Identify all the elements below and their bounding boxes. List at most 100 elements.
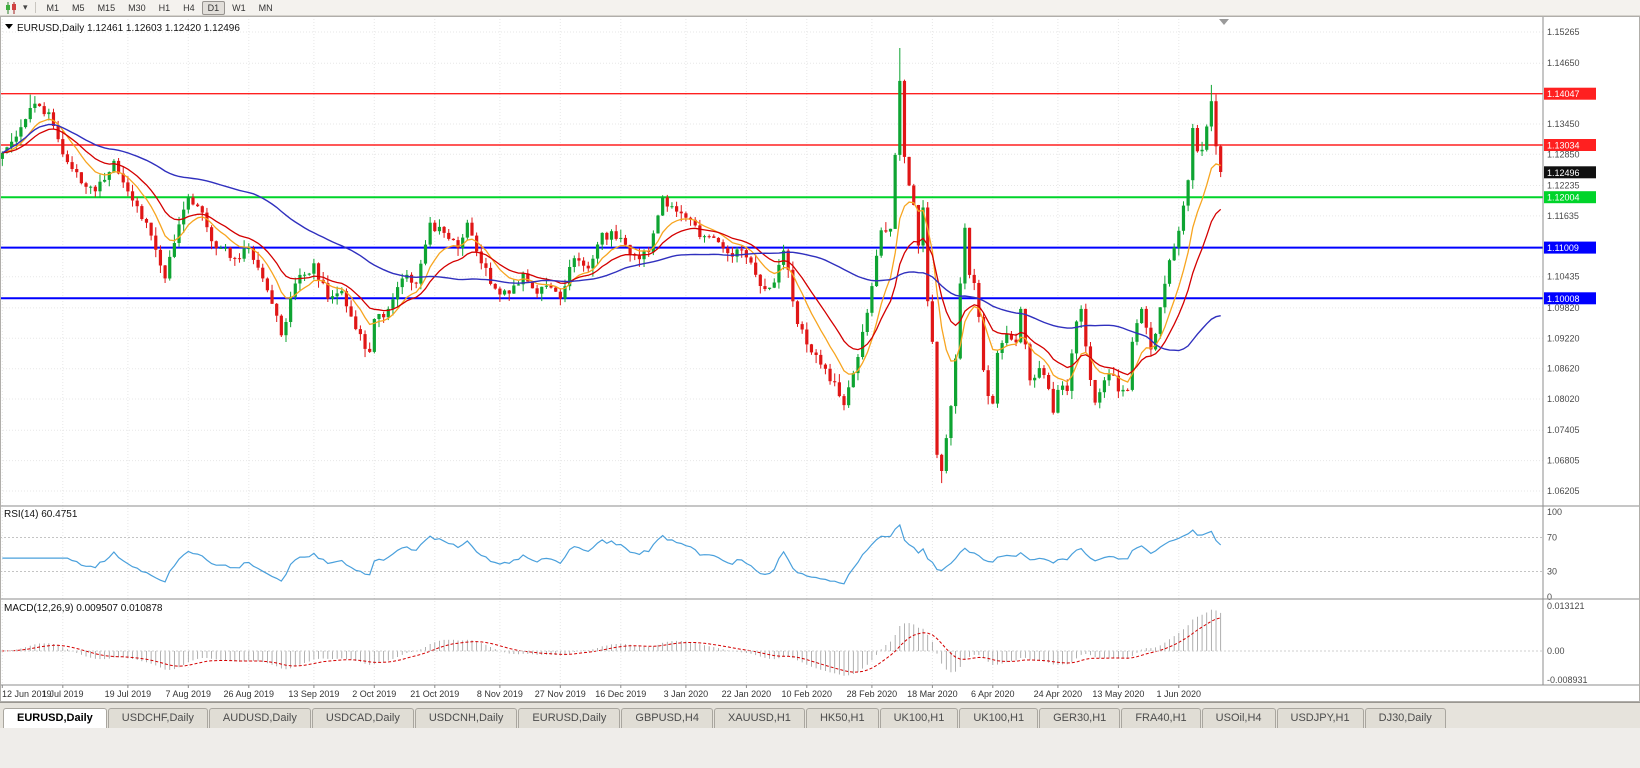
candle-body (507, 290, 511, 294)
chart-tab-0[interactable]: EURUSD,Daily (3, 708, 107, 728)
date-label: 1 Jun 2020 (1157, 689, 1202, 699)
candle-body (307, 273, 311, 275)
chevron-down-icon[interactable]: ▾ (23, 2, 28, 12)
candle-body (335, 293, 339, 297)
candle-body (298, 274, 302, 284)
rsi-axis-label: 30 (1547, 567, 1557, 577)
rsi-axis-label: 70 (1547, 533, 1557, 543)
date-label: 12 Jun 2019 (2, 689, 52, 699)
timeframe-button-h1[interactable]: H1 (158, 2, 171, 13)
candle-body (707, 236, 711, 238)
candle-body (275, 303, 279, 316)
chart-tab-15[interactable]: DJ30,Daily (1364, 708, 1446, 728)
timeframe-button-m5[interactable]: M5 (72, 2, 85, 13)
candle-body (42, 106, 46, 115)
candle-body (609, 231, 614, 240)
candle-body (1149, 327, 1153, 350)
chart-tab-1[interactable]: USDCHF,Daily (107, 708, 208, 728)
chart-tab-11[interactable]: GER30,H1 (1039, 708, 1121, 728)
candle-body (1056, 389, 1060, 413)
candle-body (1140, 308, 1144, 324)
candle-body (870, 286, 874, 313)
candle-body (879, 230, 883, 256)
date-label: 7 Aug 2019 (166, 689, 212, 699)
candle-body (572, 258, 576, 267)
candle-body (758, 274, 762, 286)
timeframe-button-mn[interactable]: MN (258, 2, 273, 13)
candle-body (702, 236, 707, 238)
candle-body (805, 329, 809, 345)
svg-text:1.14047: 1.14047 (1547, 89, 1580, 99)
timeframe-button-m30[interactable]: M30 (128, 2, 146, 13)
price-axis-label: 1.12235 (1547, 181, 1580, 191)
candle-body (414, 282, 418, 284)
candle-body (1084, 308, 1088, 347)
candle-body (1219, 146, 1223, 172)
horizontal-lines-layer[interactable] (0, 92, 1543, 300)
candle-body (916, 205, 921, 246)
macd-indicator-label: MACD(12,26,9) 0.009507 0.010878 (4, 603, 163, 614)
candle-body (902, 80, 907, 157)
date-label: 10 Feb 2020 (782, 689, 833, 699)
candle-body (340, 291, 344, 294)
chart-tab-2[interactable]: AUDUSD,Daily (208, 708, 311, 728)
price-axis-label: 1.09220 (1547, 333, 1580, 343)
candle-body (847, 387, 851, 406)
candle-body (1065, 385, 1069, 391)
candle-body (302, 274, 307, 276)
chart-tab-10[interactable]: UK100,H1 (959, 708, 1039, 728)
candle-body (888, 228, 893, 232)
candle-body (874, 255, 879, 287)
svg-text:1.13034: 1.13034 (1547, 141, 1580, 151)
candle-body (149, 222, 153, 236)
candle-body (665, 197, 669, 207)
chart-tab-5[interactable]: EURUSD,Daily (518, 708, 621, 728)
candle-body (475, 235, 479, 252)
svg-text:1.11009: 1.11009 (1547, 243, 1579, 253)
chart-tab-8[interactable]: HK50,H1 (805, 708, 879, 728)
timeframe-button-h4[interactable]: H4 (183, 2, 195, 13)
timeframe-button-m15[interactable]: M15 (97, 2, 116, 13)
symbol-collapse-arrow-icon[interactable] (5, 24, 13, 29)
date-label: 19 Jul 2019 (105, 689, 152, 699)
chart-tab-14[interactable]: USDJPY,H1 (1276, 708, 1364, 728)
candle-body (726, 248, 730, 254)
chart-tab-9[interactable]: UK100,H1 (879, 708, 959, 728)
candle-body (526, 273, 530, 282)
candle-body (223, 247, 228, 249)
candle-body (502, 290, 507, 295)
candle-body (954, 358, 958, 407)
chart-tab-3[interactable]: USDCAD,Daily (311, 708, 414, 728)
candle-body (675, 206, 679, 212)
timeframe-button-m1[interactable]: M1 (46, 2, 60, 13)
chart-tab-12[interactable]: FRA40,H1 (1121, 708, 1201, 728)
candle-body (1200, 149, 1204, 152)
date-label: 24 Apr 2020 (1034, 689, 1083, 699)
candle-body (28, 108, 32, 120)
candle-body (544, 285, 548, 287)
candle-body (75, 169, 79, 173)
timeframe-button-d1[interactable]: D1 (201, 0, 226, 15)
candle-body (1167, 260, 1172, 284)
candle-body (312, 263, 316, 274)
candlestick-chart-icon[interactable] (3, 1, 20, 15)
chart-tab-4[interactable]: USDCNH,Daily (414, 708, 518, 728)
chart-tab-bar: EURUSD,Daily USDCHF,Daily AUDUSD,Daily USDC… (0, 702, 1640, 728)
timeframe-button-w1[interactable]: W1 (232, 2, 246, 13)
candle-body (595, 244, 600, 259)
price-axis-label: 1.14650 (1547, 58, 1580, 68)
chart-canvas[interactable]: 1.15265 1.14650 1.13450 1.12850 1.12235 1.116… (0, 16, 1640, 702)
chart-tab-13[interactable]: USOil,H4 (1201, 708, 1276, 728)
price-axis-label: 1.13450 (1547, 119, 1580, 129)
candle-body (107, 172, 111, 180)
candle-body (451, 238, 455, 241)
candle-body (79, 172, 83, 184)
chart-tab-7[interactable]: XAUUSD,H1 (713, 708, 805, 728)
chart-tab-6[interactable]: GBPUSD,H4 (621, 708, 713, 728)
candle-body (991, 396, 995, 404)
candle-body (721, 242, 725, 249)
candle-body (363, 334, 367, 349)
chart-shift-marker-icon[interactable] (1219, 19, 1229, 25)
rsi-axis-label: 0 (1547, 592, 1552, 602)
candle-body (554, 287, 558, 292)
